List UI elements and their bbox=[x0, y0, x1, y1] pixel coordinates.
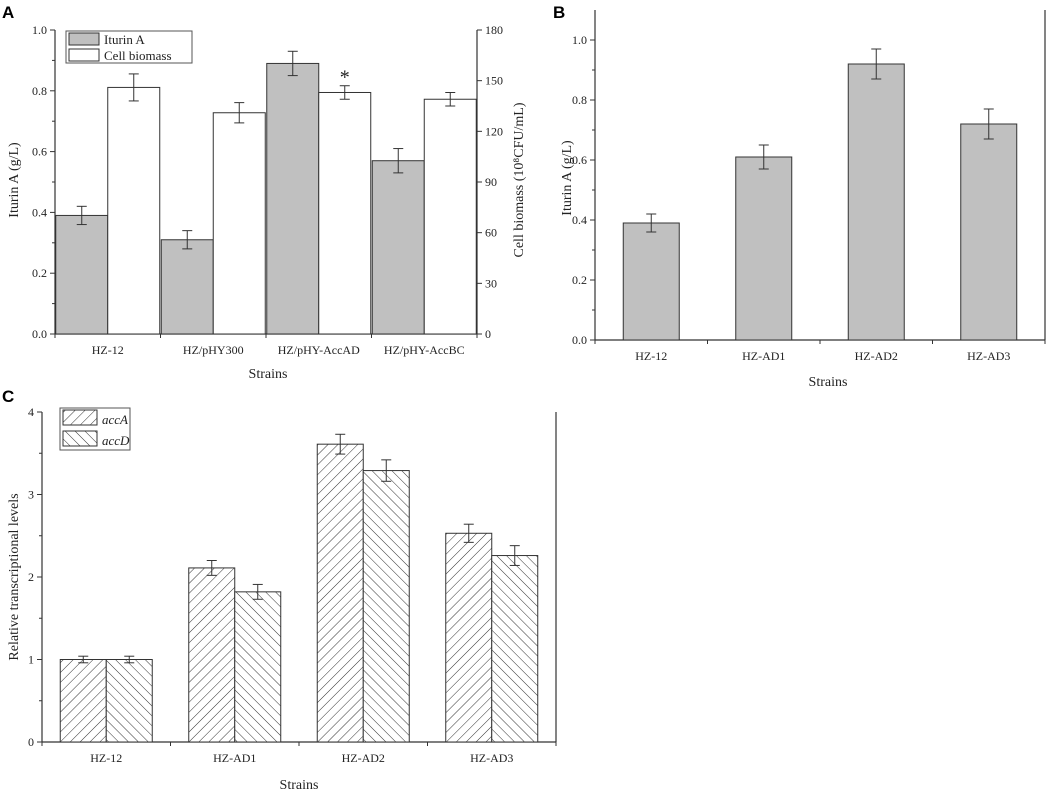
panel-a-bar-cell-biomass-hz-phy300 bbox=[212, 112, 266, 335]
panel-c-legend-swatch-acca bbox=[62, 409, 98, 426]
panel-a-ytick-label: 1.0 bbox=[32, 23, 47, 37]
panel-a-significance-mark: * bbox=[340, 67, 350, 89]
panel-b-xlabel: Strains bbox=[809, 375, 848, 390]
panel-a-ytick-label: 0.4 bbox=[32, 205, 47, 219]
panel-a-legend-label-cell-biomass: Cell biomass bbox=[104, 48, 172, 63]
panel-b-bar-iturin-a-hz-ad3 bbox=[960, 123, 1018, 341]
panel-b-xtick-label: HZ-12 bbox=[635, 349, 667, 363]
panel-b-xtick-label: HZ-AD1 bbox=[742, 349, 785, 363]
panel-a-bar-cell-biomass-hz-phy-accbc bbox=[423, 98, 477, 335]
panel-a-legend-swatch-cell-biomass bbox=[68, 48, 100, 62]
panel-c-xtick-label: HZ-AD1 bbox=[213, 751, 256, 765]
panel-c-bar-acca-hz-ad2 bbox=[316, 443, 364, 743]
panel-b-bar-iturin-a-hz-ad1 bbox=[735, 156, 793, 341]
panel-a-ytick-label: 0.8 bbox=[32, 84, 47, 98]
panel-a-ytick-right-label: 120 bbox=[485, 124, 503, 138]
panel-c-bar-acca-hz-12 bbox=[59, 659, 107, 743]
panel-b-bars bbox=[622, 48, 1018, 341]
panel-c-legend: accA accD bbox=[59, 407, 131, 451]
panel-a-ytick-right-label: 150 bbox=[485, 74, 503, 88]
panel-b-xtick-label: HZ-AD2 bbox=[855, 349, 898, 363]
panel-c-xtick-label: HZ-AD2 bbox=[342, 751, 385, 765]
panel-c-ytick-label: 0 bbox=[28, 735, 34, 749]
panel-a-legend-label-iturin-a: Iturin A bbox=[104, 32, 145, 47]
panel-c-bars bbox=[59, 433, 539, 743]
panel-a-bar-cell-biomass-hz-12 bbox=[107, 86, 161, 335]
panel-a-ytick-label: 0.6 bbox=[32, 145, 47, 159]
panel-a-bar-iturin-a-hz-12 bbox=[55, 214, 109, 335]
panel-c-bar-accd-hz-ad2 bbox=[362, 470, 410, 743]
panel-a-legend-swatch-iturin-a bbox=[68, 32, 100, 46]
panel-a-ylabel-right: Cell biomass (10⁸CFU/mL) bbox=[512, 102, 527, 257]
panel-b-letter: B bbox=[553, 3, 565, 22]
panel-a-chart: A Iturin A (g/L) Cell biomass (10⁸CFU/mL… bbox=[2, 3, 527, 382]
panel-c-bar-acca-hz-ad3 bbox=[445, 532, 493, 743]
panel-b-ytick-label: 0.8 bbox=[572, 93, 587, 107]
panel-c-bar-accd-hz-12 bbox=[105, 659, 153, 743]
panel-a-ylabel-left: Iturin A (g/L) bbox=[7, 142, 22, 218]
panel-a-xtick-label: HZ/pHY-AccAD bbox=[278, 343, 360, 357]
panel-c-ylabel: Relative transcriptional levels bbox=[7, 493, 22, 660]
panel-a-axes: 0.0 0.2 0.4 0.6 0.8 1.0 0 30 60 90 120 150 180 HZ-12 H… bbox=[32, 23, 503, 357]
panel-c-xlabel: Strains bbox=[280, 778, 319, 793]
panel-c-xtick-label: HZ-12 bbox=[90, 751, 122, 765]
panel-c-bar-accd-hz-ad3 bbox=[491, 555, 539, 743]
panel-a-bar-cell-biomass-hz-phy-accad bbox=[318, 91, 372, 335]
panel-a-ytick-right-label: 0 bbox=[485, 327, 491, 341]
panel-c-bar-acca-hz-ad1 bbox=[188, 567, 236, 743]
panel-b-ytick-label: 0.0 bbox=[572, 333, 587, 347]
panel-a-xtick-label: HZ-12 bbox=[92, 343, 124, 357]
panel-b-bar-iturin-a-hz-ad2 bbox=[847, 63, 905, 341]
panel-a-bar-iturin-a-hz-phy300 bbox=[160, 239, 214, 335]
panel-a-ytick-right-label: 30 bbox=[485, 276, 497, 290]
panel-b-ylabel: Iturin A (g/L) bbox=[560, 140, 575, 216]
panel-a-bars: * bbox=[55, 50, 477, 335]
panel-c-ytick-label: 3 bbox=[28, 488, 34, 502]
panel-b-chart: B Iturin A (g/L) Strains 0.0 0.2 0.4 0.6 0.8… bbox=[553, 3, 1046, 390]
panel-c-legend-label-accd: accD bbox=[102, 433, 130, 448]
panel-a-ytick-right-label: 90 bbox=[485, 175, 497, 189]
panel-a-letter: A bbox=[2, 3, 14, 22]
panel-b-xtick-label: HZ-AD3 bbox=[967, 349, 1010, 363]
panel-c-legend-swatch-accd bbox=[62, 430, 98, 447]
panel-c-legend-label-acca: accA bbox=[102, 412, 128, 427]
panel-b-bar-iturin-a-hz-12 bbox=[622, 222, 680, 341]
panel-b-ytick-label: 0.6 bbox=[572, 153, 587, 167]
panel-b-ytick-label: 0.2 bbox=[572, 273, 587, 287]
panel-a-ytick-right-label: 180 bbox=[485, 23, 503, 37]
panel-c-letter: C bbox=[2, 387, 14, 406]
panel-a-xlabel: Strains bbox=[249, 367, 288, 382]
panel-a-xtick-label: HZ/pHY300 bbox=[183, 343, 244, 357]
panel-b-ytick-label: 0.4 bbox=[572, 213, 587, 227]
panel-a-xtick-label: HZ/pHY-AccBC bbox=[384, 343, 465, 357]
panel-c-ytick-label: 2 bbox=[28, 570, 34, 584]
panel-c-chart: C Relative transcriptional levels Strain… bbox=[2, 387, 557, 793]
panel-a-bar-iturin-a-hz-phy-accbc bbox=[371, 160, 425, 335]
panel-c-ytick-label: 1 bbox=[28, 653, 34, 667]
panel-c-bar-accd-hz-ad1 bbox=[234, 591, 282, 743]
panel-a-ytick-right-label: 60 bbox=[485, 226, 497, 240]
panel-a-bar-iturin-a-hz-phy-accad bbox=[266, 62, 320, 335]
panel-b-ytick-label: 1.0 bbox=[572, 33, 587, 47]
panel-c-ytick-label: 4 bbox=[28, 405, 34, 419]
panel-c-xtick-label: HZ-AD3 bbox=[470, 751, 513, 765]
panel-c-axes: 0 1 2 3 4 HZ-12 HZ-AD1 HZ-AD2 HZ-AD3 bbox=[28, 405, 557, 765]
panel-a-ytick-label: 0.0 bbox=[32, 327, 47, 341]
panel-a-ytick-label: 0.2 bbox=[32, 266, 47, 280]
